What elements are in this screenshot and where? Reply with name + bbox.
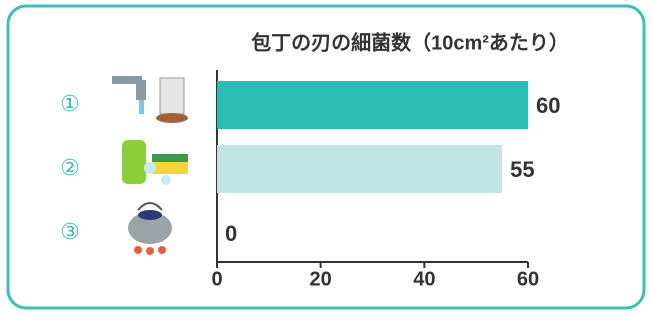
chart: 包丁の刃の細菌数（10cm²あたり） 0 20 40 60 ① 60 ② 55 ③ 0	[0, 0, 652, 315]
value-label: 60	[536, 93, 560, 118]
bar	[217, 81, 528, 129]
x-tick-label: 40	[413, 268, 435, 290]
x-tick-label: 20	[310, 268, 332, 290]
y-tick-label: ③	[60, 219, 80, 244]
chart-title: 包丁の刃の細菌数（10cm²あたり）	[251, 30, 569, 54]
y-tick-label: ①	[60, 91, 80, 116]
value-label: 55	[510, 157, 534, 182]
bar	[217, 145, 502, 193]
x-tick-label: 60	[517, 268, 539, 290]
value-label: 0	[225, 221, 237, 246]
x-tick-label: 0	[211, 268, 222, 290]
y-tick-label: ②	[60, 155, 80, 180]
